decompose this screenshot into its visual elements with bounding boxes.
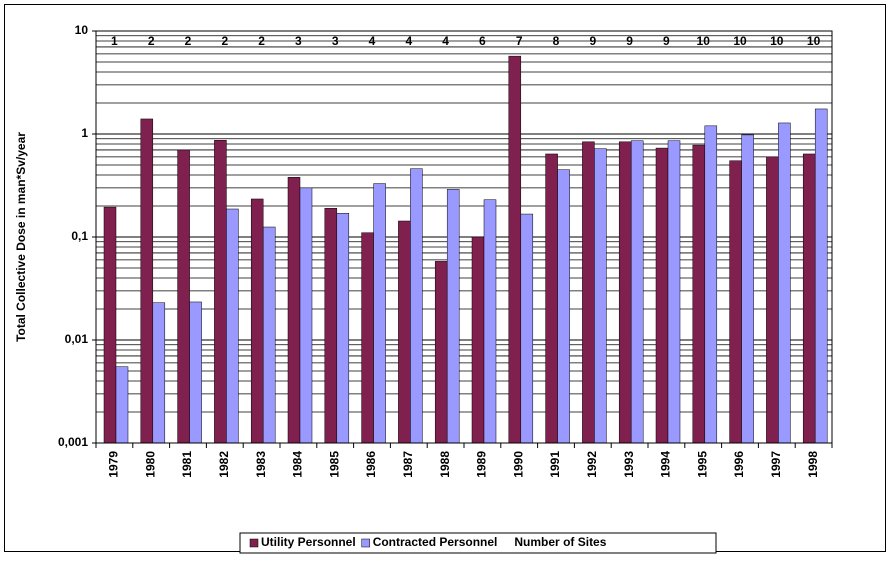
x-tick-label: 1987: [401, 451, 415, 478]
x-tick-label: 1997: [769, 451, 783, 478]
x-tick-label: 1996: [732, 451, 746, 478]
x-tick-label: 1982: [217, 451, 231, 478]
site-count-label: 2: [148, 34, 155, 48]
site-count-label: 2: [258, 34, 265, 48]
x-tick-label: 1983: [254, 451, 268, 478]
x-tick-label: 1992: [585, 451, 599, 478]
legend-box: [239, 532, 717, 554]
site-count-label: 9: [663, 34, 670, 48]
bar: [655, 147, 669, 444]
site-count-label: 10: [733, 34, 747, 48]
y-tick-label: 1: [81, 126, 88, 140]
bar: [814, 108, 828, 444]
bar: [557, 169, 570, 444]
bar: [545, 153, 558, 444]
legend-swatch: [249, 538, 259, 548]
bar: [177, 149, 190, 444]
bar: [692, 144, 706, 444]
bar: [324, 208, 338, 444]
site-count-label: 4: [369, 34, 376, 48]
bar: [471, 236, 485, 444]
x-tick-label: 1991: [548, 451, 562, 478]
bar: [398, 220, 411, 444]
site-count-label: 7: [516, 34, 523, 48]
x-tick-label: 1990: [511, 451, 525, 478]
site-count-label: 10: [807, 34, 821, 48]
bar: [152, 302, 166, 444]
site-count-label: 2: [185, 34, 192, 48]
bar: [766, 156, 779, 444]
x-tick-label: 1994: [659, 451, 673, 478]
bar: [214, 139, 227, 444]
x-tick-label: 1988: [438, 451, 452, 478]
legend-label: Number of Sites: [514, 535, 606, 549]
bar: [434, 261, 448, 444]
site-count-label: 9: [589, 34, 596, 48]
site-count-label: 1: [111, 34, 118, 48]
bar: [250, 198, 264, 444]
y-axis-title: Total Collective Dose in man*Sv/year: [14, 132, 28, 342]
site-count-label: 9: [626, 34, 633, 48]
x-tick-label: 1993: [622, 451, 636, 478]
legend-label: Contracted Personnel: [373, 535, 498, 549]
x-tick-label: 1984: [291, 451, 305, 478]
bar: [373, 183, 386, 444]
bar: [630, 140, 644, 444]
bar: [361, 232, 374, 444]
bar: [520, 213, 534, 444]
bar: [802, 153, 816, 444]
bar: [140, 118, 154, 444]
x-tick-label: 1980: [143, 451, 157, 478]
site-count-label: 2: [221, 34, 228, 48]
x-tick-label: 1985: [327, 451, 341, 478]
site-count-label: 3: [332, 34, 339, 48]
x-tick-label: 1998: [806, 451, 820, 478]
site-count-label: 8: [553, 34, 560, 48]
y-tick-label: 0,01: [65, 332, 89, 346]
bar: [103, 206, 117, 444]
x-tick-label: 1989: [475, 451, 489, 478]
bar: [729, 160, 742, 444]
bar: [618, 141, 632, 444]
bar: [667, 140, 681, 444]
bar: [287, 177, 301, 444]
bar: [189, 301, 202, 444]
x-tick-label: 1986: [364, 451, 378, 478]
legend-label: Utility Personnel: [261, 535, 356, 549]
site-count-label: 10: [697, 34, 711, 48]
y-tick-label: 0,001: [58, 435, 88, 449]
bar: [115, 366, 129, 444]
y-tick-label: 0,1: [71, 229, 88, 243]
site-count-label: 6: [479, 34, 486, 48]
site-count-label: 4: [405, 34, 412, 48]
bar: [262, 226, 276, 444]
x-tick-label: 1979: [107, 451, 121, 478]
x-tick-label: 1995: [695, 451, 709, 478]
site-count-label: 10: [770, 34, 784, 48]
bar: [594, 148, 607, 444]
x-tick-label: 1981: [180, 451, 194, 478]
site-count-label: 4: [442, 34, 449, 48]
bar: [778, 122, 791, 444]
bar: [582, 141, 595, 444]
legend-swatch: [361, 538, 370, 548]
bar: [508, 55, 522, 444]
y-tick-label: 10: [75, 23, 89, 37]
bar: [336, 213, 350, 444]
bar: [410, 168, 423, 444]
bar: [741, 134, 754, 444]
site-count-label: 3: [295, 34, 302, 48]
bar: [704, 125, 718, 444]
bar: [483, 199, 497, 444]
bar: [226, 208, 239, 444]
bar: [446, 189, 460, 444]
plot-border: [95, 30, 833, 444]
bar: [299, 187, 313, 444]
